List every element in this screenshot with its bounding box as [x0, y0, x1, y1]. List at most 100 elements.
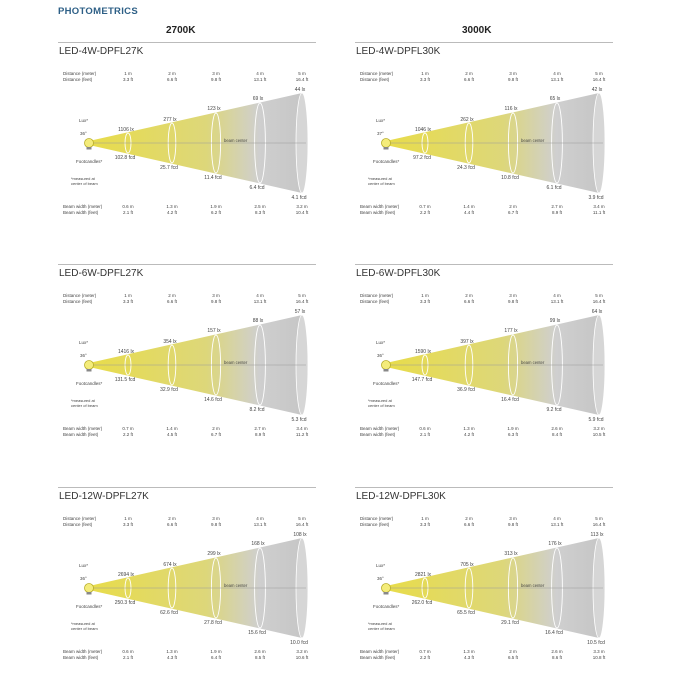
- beam-width-feet-value: 6.4 ft: [211, 655, 222, 660]
- beam-width-feet-value: 8.9 ft: [255, 432, 266, 437]
- distance-feet-value: 13.1 ft: [254, 77, 267, 82]
- footcandle-value: 6.4 fcd: [249, 185, 264, 191]
- beam-width-meter-value: 2 m: [509, 204, 517, 209]
- footcandles-label: Footcandles*: [373, 381, 400, 386]
- beam-width-feet-value: 6.2 ft: [211, 210, 222, 215]
- beam-width-meter-label: Beam width (meter): [63, 649, 103, 654]
- distance-meter-value: 1 m: [421, 293, 429, 298]
- distance-meter-value: 4 m: [553, 516, 561, 521]
- measurement-note: *measured at: [368, 621, 393, 626]
- measurement-note: center of beam: [368, 403, 395, 408]
- footcandle-value: 10.8 fcd: [501, 175, 519, 181]
- lux-value: 299 lx: [207, 551, 221, 557]
- beam-width-feet-value: 8.6 ft: [552, 655, 563, 660]
- beam-width-meter-value: 0.7 m: [122, 426, 134, 431]
- beam-width-meter-value: 2.5 m: [254, 204, 266, 209]
- lux-value: 262 lx: [460, 117, 474, 123]
- footcandle-value: 29.1 fcd: [501, 620, 519, 626]
- beam-width-feet-value: 6.5 ft: [508, 655, 519, 660]
- distance-feet-value: 9.8 ft: [211, 299, 222, 304]
- distance-feet-label: Distance (feet): [63, 299, 93, 304]
- lamp-base-icon: [383, 592, 389, 595]
- footcandle-value: 16.4 fcd: [501, 397, 519, 403]
- panel-title: LED-4W-DPFL30K: [356, 46, 441, 57]
- footcandle-value: 250.3 fcd: [115, 600, 136, 606]
- lux-value: 1106 lx: [118, 127, 134, 133]
- distance-meter-label: Distance (meter): [63, 71, 97, 76]
- lamp-base-icon: [86, 369, 92, 372]
- distance-meter-value: 2 m: [168, 293, 176, 298]
- distance-feet-value: 3.3 ft: [123, 77, 134, 82]
- distance-feet-value: 16.4 ft: [296, 299, 309, 304]
- distance-feet-value: 6.6 ft: [464, 522, 475, 527]
- distance-meter-value: 4 m: [553, 293, 561, 298]
- beam-center-label: beam center: [224, 583, 248, 588]
- footcandle-value: 102.8 fcd: [115, 155, 136, 161]
- lamp-icon: [84, 138, 94, 148]
- panel-divider: [58, 264, 316, 265]
- beam-diagram: Distance (meter)Distance (feet) Lux* 36° Fo…: [360, 516, 606, 660]
- lux-value: 2694 lx: [118, 572, 135, 578]
- panel-title: LED-6W-DPFL30K: [356, 268, 441, 279]
- lamp-base-icon: [383, 147, 389, 150]
- distance-feet-label: Distance (feet): [63, 77, 93, 82]
- distance-feet-value: 13.1 ft: [551, 77, 564, 82]
- distance-meter-value: 1 m: [124, 516, 132, 521]
- lux-value: 57 lx: [295, 309, 306, 315]
- distance-meter-value: 4 m: [256, 71, 264, 76]
- beam-width-feet-label: Beam width (feet): [63, 655, 99, 660]
- beam-width-feet-value: 4.4 ft: [464, 210, 475, 215]
- beam-width-feet-value: 6.7 ft: [211, 432, 222, 437]
- footcandle-value: 3.9 fcd: [588, 195, 603, 201]
- distance-feet-value: 16.4 ft: [593, 77, 606, 82]
- beam-angle: 36°: [80, 353, 87, 358]
- lux-value: 44 lx: [295, 87, 306, 93]
- beam-width-meter-value: 1.9 m: [210, 649, 222, 654]
- beam-width-feet-value: 6.7 ft: [508, 210, 519, 215]
- beam-diagram: Distance (meter)Distance (feet) Lux* 37° Fo…: [360, 71, 606, 215]
- beam-width-feet-value: 4.2 ft: [167, 210, 178, 215]
- distance-meter-value: 3 m: [212, 293, 220, 298]
- lux-value: 99 lx: [550, 318, 561, 324]
- footcandle-value: 62.6 fcd: [160, 610, 178, 616]
- footcandle-value: 24.3 fcd: [457, 165, 475, 171]
- panel-divider: [355, 42, 613, 43]
- distance-meter-value: 3 m: [509, 293, 517, 298]
- beam-width-meter-value: 0.7 m: [419, 204, 431, 209]
- footcandle-value: 25.7 fcd: [160, 165, 178, 171]
- panel-title: LED-4W-DPFL27K: [59, 46, 144, 57]
- distance-feet-value: 3.3 ft: [123, 522, 134, 527]
- photometric-panel: LED-12W-DPFL27K Distance (meter) Distance …: [58, 487, 316, 687]
- distance-feet-value: 16.4 ft: [593, 522, 606, 527]
- beam-width-feet-value: 8.4 ft: [552, 432, 563, 437]
- measurement-note: *measured at: [71, 398, 96, 403]
- distance-meter-value: 3 m: [509, 516, 517, 521]
- distance-feet-value: 3.3 ft: [420, 77, 431, 82]
- footcandle-value: 97.2 fcd: [413, 155, 431, 161]
- beam-width-meter-value: 1.3 m: [166, 204, 178, 209]
- lux-value: 1416 lx: [118, 349, 135, 355]
- beam-width-meter-value: 2 m: [509, 649, 517, 654]
- footcandle-value: 10.5 fcd: [587, 640, 605, 646]
- lamp-icon: [381, 583, 391, 593]
- beam-width-feet-value: 11.2 ft: [296, 432, 309, 437]
- column-heading-3000k: 3000K: [462, 25, 492, 36]
- measurement-note: center of beam: [71, 181, 98, 186]
- distance-meter-value: 2 m: [465, 293, 473, 298]
- lux-label: Lux*: [376, 118, 385, 123]
- footcandle-value: 131.5 fcd: [115, 377, 136, 383]
- beam-width-meter-value: 3.2 m: [593, 426, 605, 431]
- lux-value: 168 lx: [251, 541, 265, 547]
- beam-width-feet-value: 8.5 ft: [255, 655, 266, 660]
- beam-angle: 37°: [377, 131, 384, 136]
- beam-diagram: Distance (meter)Distance (feet) Lux* 36° Fo…: [360, 293, 606, 437]
- measurement-note: *measured at: [368, 398, 393, 403]
- beam-width-feet-value: 4.5 ft: [167, 432, 178, 437]
- beam-width-feet-value: 11.1 ft: [593, 210, 606, 215]
- distance-feet-value: 13.1 ft: [551, 299, 564, 304]
- photometric-panel: LED-4W-DPFL27K Distance (meter) Distance (…: [58, 42, 316, 242]
- distance-meter-value: 1 m: [421, 71, 429, 76]
- footcandle-value: 5.9 fcd: [588, 417, 603, 423]
- footcandle-value: 6.1 fcd: [546, 185, 561, 191]
- lux-label: Lux*: [79, 340, 88, 345]
